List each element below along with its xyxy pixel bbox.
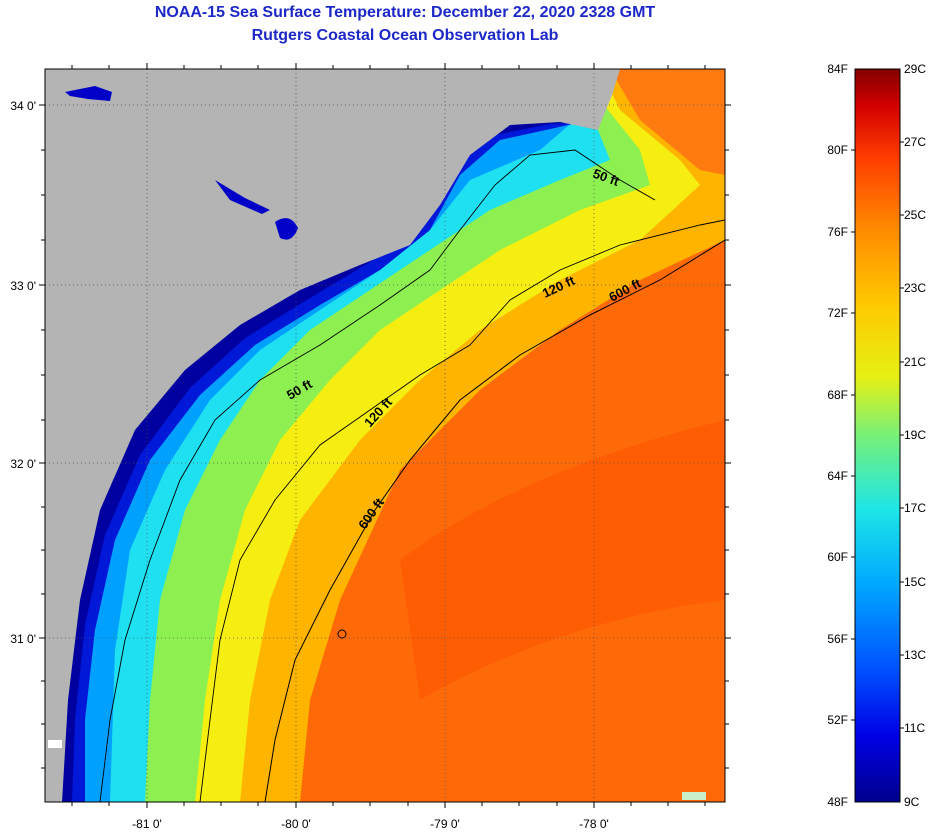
lat-label: 31 0': [10, 632, 36, 646]
f-label: 84F: [827, 62, 848, 76]
c-label: 29C: [904, 62, 926, 76]
lat-label: 33 0': [10, 279, 36, 293]
inland-water: [65, 86, 112, 101]
c-label: 19C: [904, 428, 926, 442]
c-label: 11C: [904, 721, 925, 735]
no-data-patch: [682, 792, 706, 800]
c-label: 15C: [904, 575, 926, 589]
contour-50ft: [99, 149, 656, 802]
contour-600ft: [264, 239, 725, 802]
fahrenheit-labels: 84F 80F 76F 72F 68F 64F 60F 56F 52F 48F: [827, 62, 848, 809]
c-label: 27C: [904, 135, 926, 149]
graticule: [45, 69, 725, 802]
c-label: 9C: [904, 795, 920, 809]
ocean-hot-core: [400, 420, 725, 700]
lon-label: -81 0': [132, 817, 162, 831]
f-label: 80F: [827, 143, 848, 157]
frame-ticks: [39, 63, 731, 808]
celsius-labels: 29C 27C 25C 23C 21C 19C 17C 15C 13C 11C …: [904, 62, 926, 809]
f-label: 60F: [827, 550, 848, 564]
f-label: 64F: [827, 469, 848, 483]
colorbar-gradient: [854, 68, 901, 803]
lat-label: 32 0': [10, 457, 36, 471]
lake-marion: [275, 218, 298, 240]
no-data-patch: [48, 740, 62, 748]
c-label: 13C: [904, 648, 926, 662]
c-label: 25C: [904, 208, 926, 222]
f-label: 48F: [827, 795, 848, 809]
map-subtitle: Rutgers Coastal Ocean Observation Lab: [251, 27, 559, 44]
contour-120ft: [199, 219, 725, 802]
map-layers: 50 ft 120 ft 600 ft 50 ft 120 ft 600 ft: [45, 69, 725, 802]
lat-label: 34 0': [10, 99, 36, 113]
f-label: 76F: [827, 225, 848, 239]
land: [45, 69, 620, 802]
contour-ring: [337, 629, 347, 639]
c-label: 17C: [904, 501, 926, 515]
lon-label: -80 0': [281, 817, 311, 831]
f-label: 56F: [827, 632, 848, 646]
c-label: 23C: [904, 281, 926, 295]
f-label: 52F: [827, 713, 848, 727]
f-label: 68F: [827, 388, 848, 402]
lake-moultrie: [215, 180, 270, 214]
c-label: 21C: [904, 355, 926, 369]
map-title: NOAA-15 Sea Surface Temperature: Decembe…: [154, 4, 656, 21]
f-label: 72F: [827, 306, 848, 320]
map-frame: [44, 68, 726, 803]
colorbar-ticks: [851, 141, 904, 729]
lon-label: -78 0': [579, 817, 609, 831]
lon-label: -79 0': [430, 817, 460, 831]
